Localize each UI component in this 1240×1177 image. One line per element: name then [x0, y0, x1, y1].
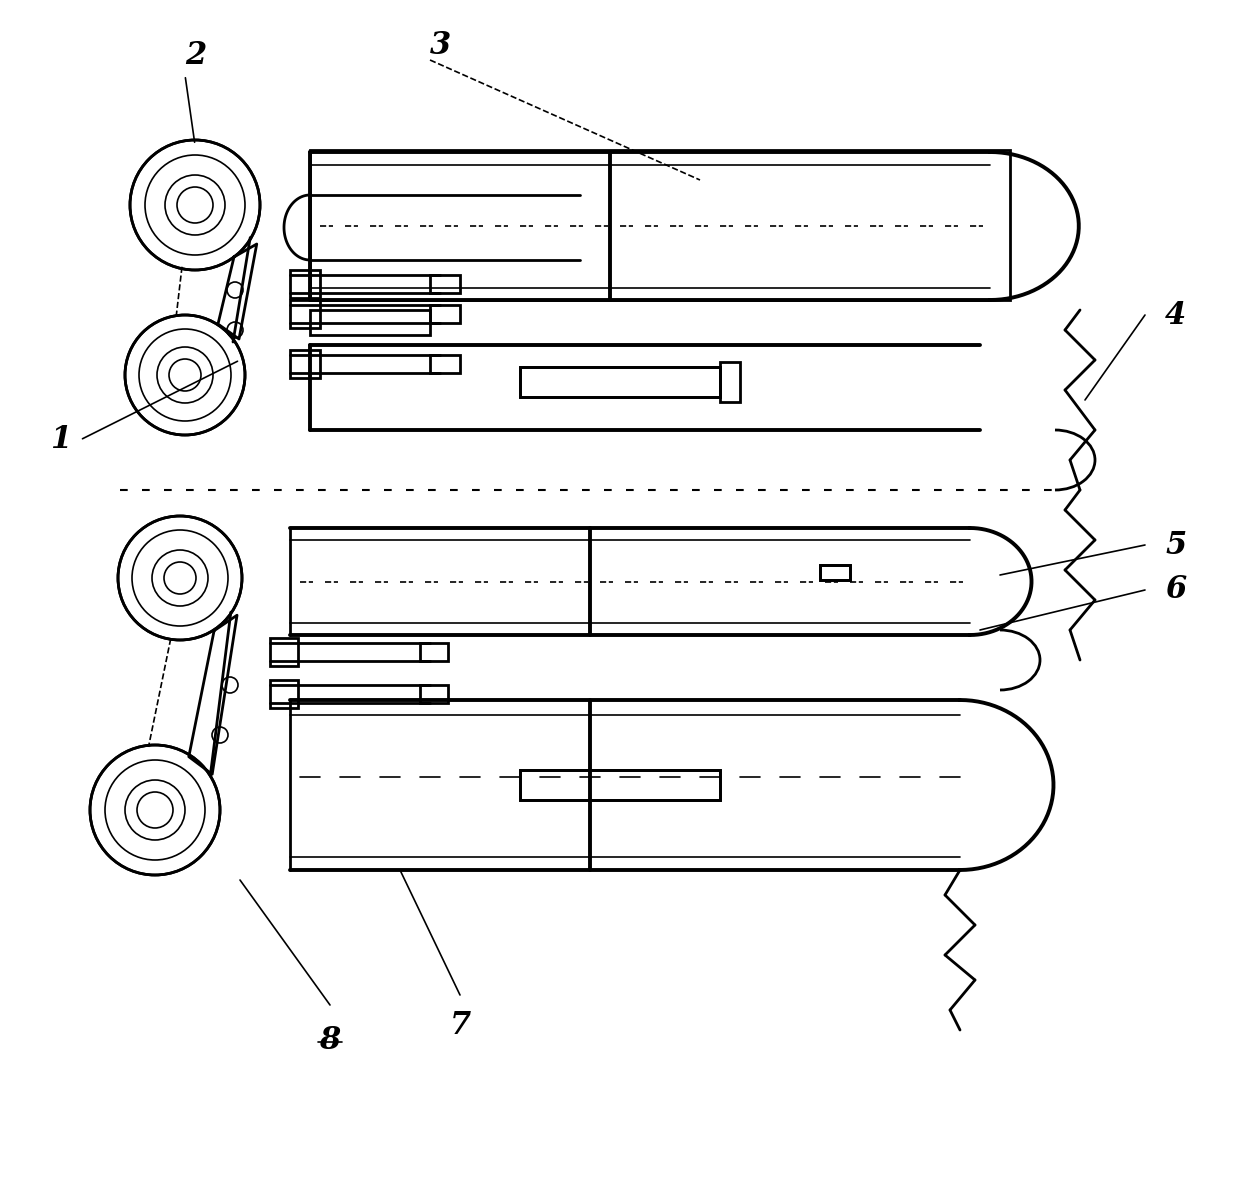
Bar: [270, 638, 298, 666]
Bar: [430, 305, 460, 322]
Bar: [430, 275, 460, 293]
Bar: [310, 149, 1011, 300]
Bar: [270, 680, 298, 709]
Bar: [520, 770, 720, 800]
Bar: [420, 643, 448, 661]
Circle shape: [169, 359, 201, 391]
Text: 4: 4: [1166, 299, 1187, 331]
Bar: [420, 685, 448, 703]
Bar: [290, 270, 320, 298]
Circle shape: [136, 792, 174, 827]
Text: 5: 5: [1166, 530, 1187, 560]
Bar: [310, 310, 430, 335]
Bar: [520, 770, 720, 800]
Bar: [720, 363, 740, 403]
Bar: [290, 350, 320, 378]
Circle shape: [118, 516, 242, 640]
Text: 6: 6: [1166, 574, 1187, 605]
Circle shape: [177, 187, 213, 222]
Polygon shape: [188, 616, 237, 774]
Bar: [820, 565, 849, 580]
Text: 1: 1: [50, 425, 71, 455]
Circle shape: [91, 745, 219, 875]
Bar: [430, 355, 460, 373]
Text: 8: 8: [320, 1025, 341, 1056]
Text: 3: 3: [430, 29, 451, 60]
Text: 2: 2: [185, 40, 206, 71]
Polygon shape: [218, 244, 257, 339]
Bar: [290, 300, 320, 328]
Bar: [520, 367, 720, 397]
Circle shape: [125, 315, 246, 435]
Circle shape: [164, 561, 196, 594]
Bar: [520, 367, 720, 397]
Circle shape: [130, 140, 260, 270]
Text: 7: 7: [449, 1010, 471, 1040]
Bar: [820, 565, 849, 580]
